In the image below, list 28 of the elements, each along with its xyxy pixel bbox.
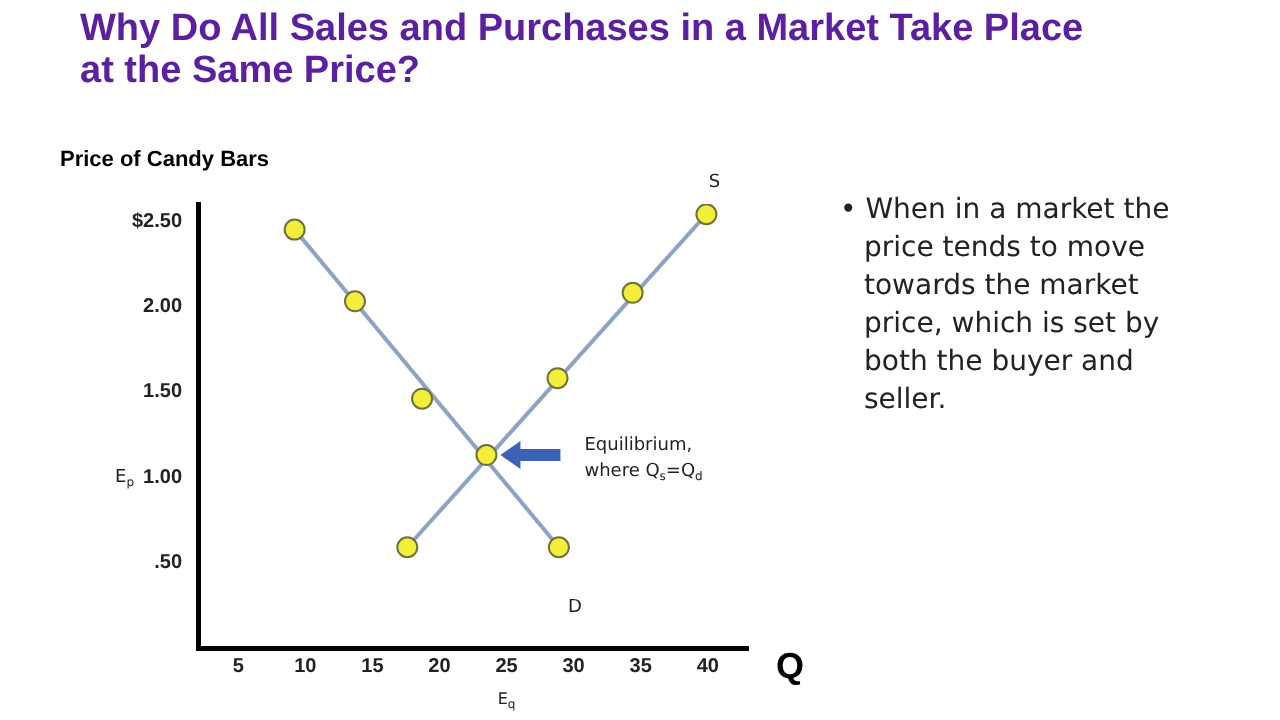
point (546, 367, 569, 390)
point (283, 218, 306, 241)
text: D (567, 597, 582, 618)
series-label: S (708, 172, 721, 193)
y-tick-label: 1.00 (143, 466, 183, 489)
x-tick-label: 20 (428, 655, 452, 678)
chart-title: Why Do All Sales and Purchases in a Market Take Place at the Same Price? (80, 8, 1086, 92)
point (343, 290, 366, 313)
x-tick-label: 25 (495, 655, 519, 678)
point (396, 536, 419, 559)
x-tick-label: 40 (696, 655, 720, 678)
point (547, 536, 570, 559)
y-tick-label: 2.00 (143, 295, 183, 318)
point (621, 281, 644, 304)
y-tick-label: .50 (154, 552, 183, 575)
y-axis-title: Price of Candy Bars (60, 148, 270, 172)
y-tick-label: $2.50 (131, 210, 183, 233)
x-tick-label: 30 (562, 655, 586, 678)
x-tick-label: 5 (232, 655, 245, 678)
point (411, 387, 434, 410)
point (475, 444, 498, 467)
x-tick-label: 35 (629, 655, 653, 678)
y-tick-label: 1.50 (143, 381, 183, 404)
text: • When in a market the price tends to move towards the market price, which is set by both the buyer and seller. (840, 192, 1172, 420)
x-tick-label: 15 (361, 655, 385, 678)
x-axis-title: Q (776, 645, 805, 686)
x-tick-label: 10 (294, 655, 318, 678)
point (695, 204, 718, 226)
